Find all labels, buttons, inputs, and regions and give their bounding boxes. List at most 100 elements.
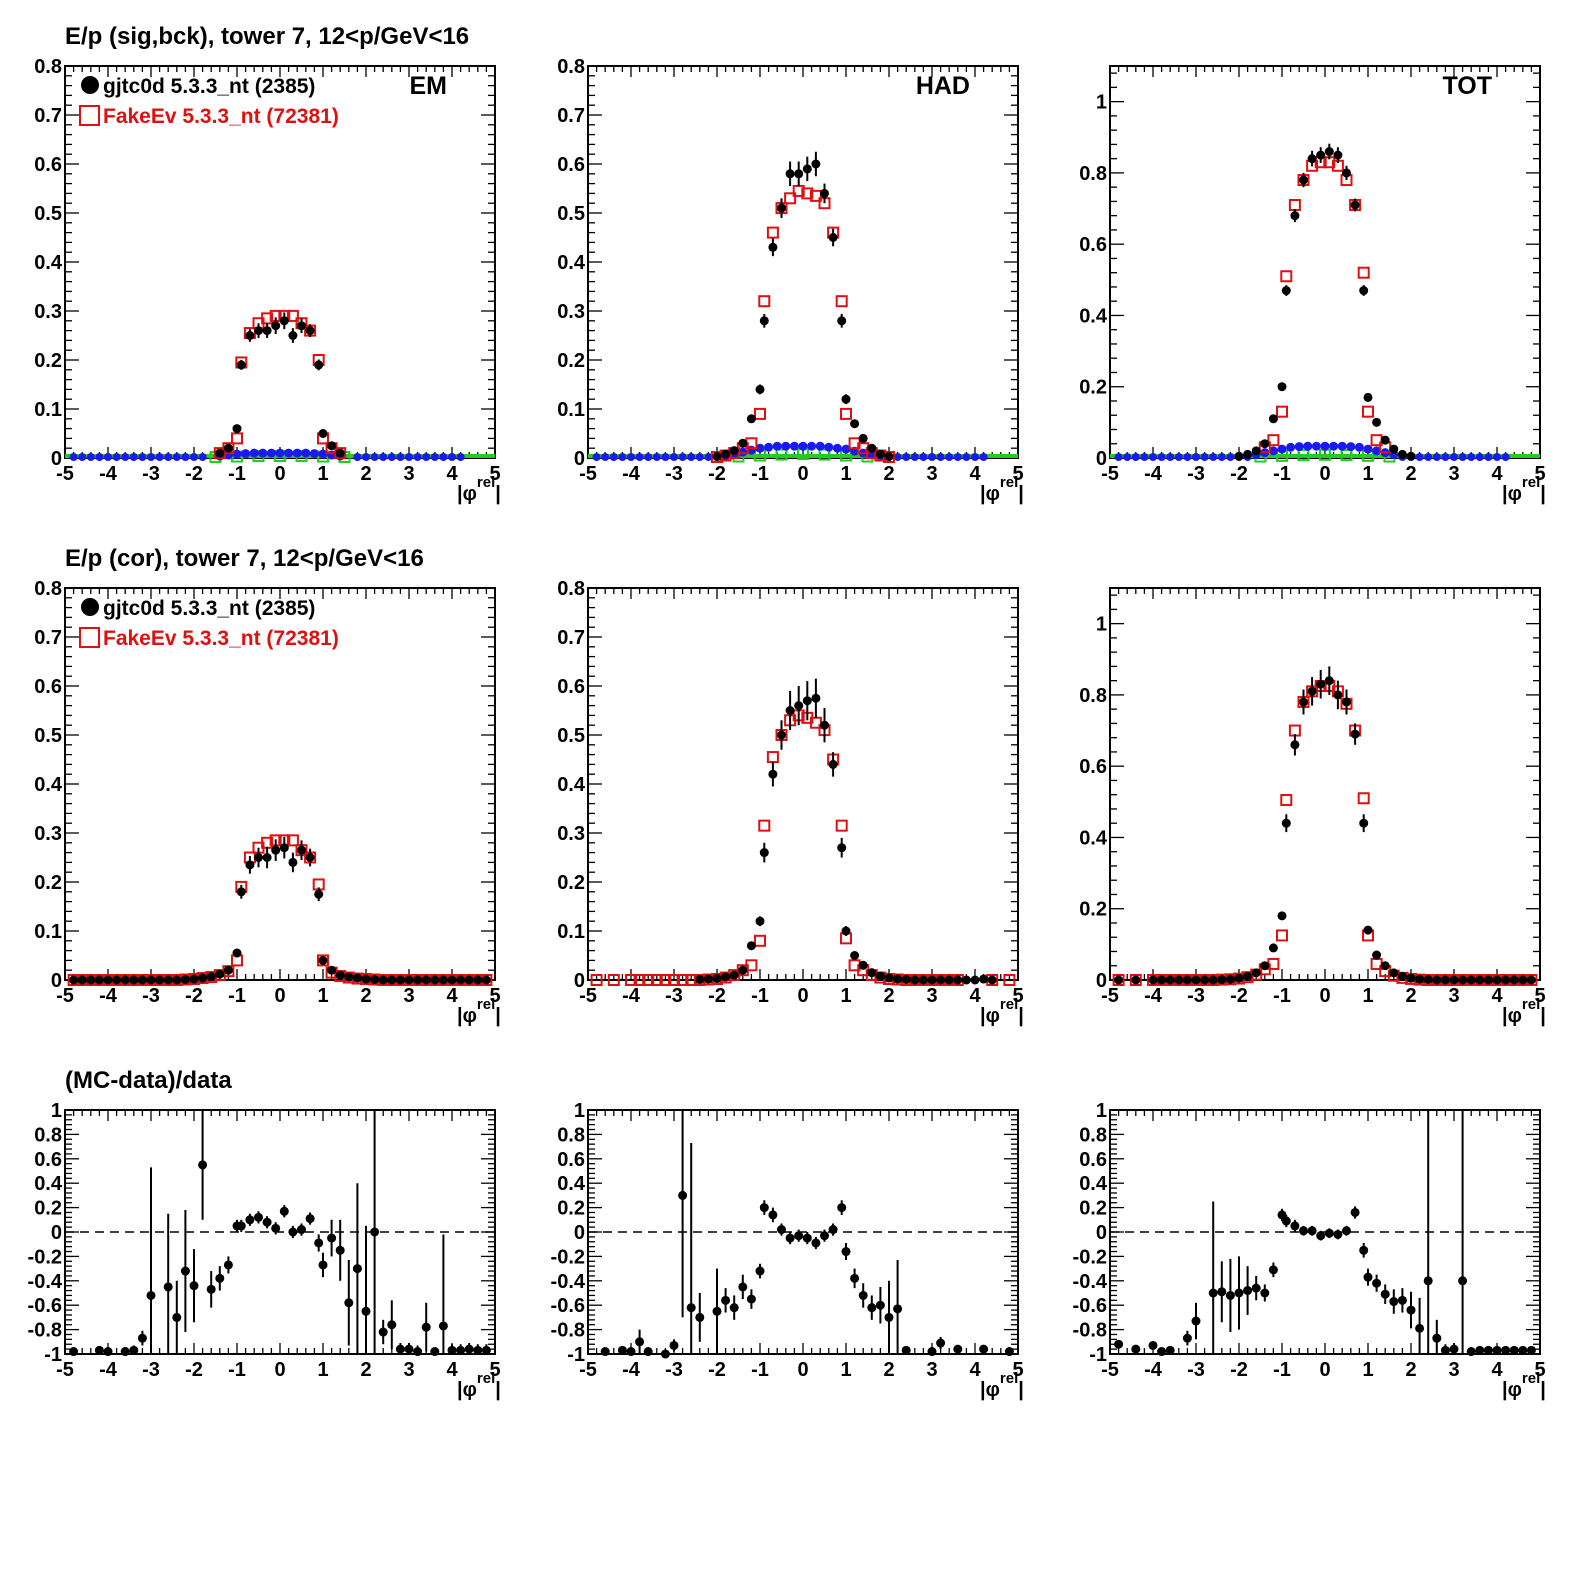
- bck-data-point: [1200, 453, 1209, 461]
- data-point: [327, 1233, 337, 1243]
- y-tick-label: 0.6: [34, 676, 62, 698]
- panel-ratio-em: -5 -4 -3 -2 -1 0 1 2 3 4 5|φrel|-1-0.8-0.6-0.4-0.2…: [28, 1100, 501, 1401]
- data-point: [198, 973, 208, 983]
- data-point: [1268, 414, 1278, 424]
- x-tick-label: 5: [1012, 463, 1023, 485]
- y-tick-label: 0.1: [34, 399, 62, 421]
- bck-data-point: [902, 453, 911, 461]
- data-point: [1131, 975, 1141, 985]
- mc-point: [231, 432, 243, 445]
- data-point: [236, 887, 246, 897]
- mc-point: [1357, 266, 1370, 279]
- y-tick-label: 0.2: [557, 1198, 585, 1220]
- data-point: [223, 1260, 233, 1270]
- data-point: [828, 759, 838, 769]
- data-point: [318, 1260, 328, 1270]
- y-tick-label: -0.2: [551, 1246, 585, 1268]
- panel-ratio-had: -5 -4 -3 -2 -1 0 1 2 3 4 5|φrel|-1-0.8-0.6-0.4-0.2…: [551, 1100, 1024, 1401]
- y-tick-label: -0.6: [551, 1295, 585, 1317]
- plot-frame: [587, 587, 1019, 981]
- x-tick-label: -2: [708, 463, 726, 485]
- y-tick-label: 0.4: [1079, 1173, 1108, 1195]
- data-point: [305, 326, 315, 336]
- data-point: [413, 1347, 423, 1357]
- x-tick-label: 4: [446, 985, 458, 1007]
- y-tick-label: 0.6: [557, 154, 585, 176]
- data-point: [1324, 147, 1334, 157]
- x-axis-label: |φrel|: [1502, 1370, 1546, 1401]
- data-point: [1217, 975, 1227, 985]
- data-point: [1372, 950, 1382, 960]
- data-point: [927, 975, 937, 985]
- plot-frame: [587, 65, 1019, 459]
- x-tick-label: -1: [1273, 985, 1291, 1007]
- bck-data-point: [1424, 453, 1433, 461]
- bck-data-point: [439, 453, 448, 461]
- bck-data-point: [789, 441, 799, 451]
- x-tick-label: 5: [489, 985, 500, 1007]
- panel-cor-em: -5 -4 -3 -2 -1 0 1 2 3 4 5|φrel|00.10.20.30.40.50.…: [34, 578, 501, 1027]
- data-point: [1397, 1295, 1407, 1305]
- data-point: [69, 975, 79, 985]
- data-point: [1234, 1288, 1244, 1298]
- data-point: [279, 316, 289, 326]
- x-tick-label: 5: [489, 463, 500, 485]
- data-point: [1268, 943, 1278, 953]
- x-axis-label-end: |: [1540, 1005, 1546, 1027]
- mc-point: [711, 451, 723, 464]
- x-tick-label: -3: [665, 1359, 683, 1381]
- y-tick-label: 0.6: [557, 676, 585, 698]
- bck-data-point: [1501, 453, 1510, 461]
- data-point: [1363, 392, 1373, 402]
- data-point: [712, 974, 722, 984]
- data-point: [953, 1344, 963, 1354]
- legend-data-label: gjtc0d 5.3.3_nt (2385): [103, 597, 315, 620]
- x-tick-label: 1: [1362, 985, 1373, 1007]
- bck-data-point: [232, 449, 242, 459]
- bck-data-point: [181, 453, 190, 461]
- data-point: [223, 965, 233, 975]
- y-tick-label: 0.6: [557, 1149, 585, 1171]
- data-point: [447, 1345, 457, 1355]
- bck-data-point: [1174, 453, 1183, 461]
- x-axis-label: |φrel|: [1502, 474, 1546, 505]
- x-tick-label: 4: [1491, 1359, 1503, 1381]
- data-point: [1268, 1265, 1278, 1275]
- series-mc: [67, 834, 493, 986]
- bck-data-point: [592, 453, 601, 461]
- data-point: [1333, 1229, 1343, 1239]
- bck-data-point: [1484, 453, 1493, 461]
- x-tick-label: -2: [708, 1359, 726, 1381]
- bck-data-point: [841, 444, 851, 454]
- x-axis-label: |φrel|: [457, 996, 501, 1027]
- data-point: [1492, 1345, 1502, 1355]
- data-point: [1277, 382, 1287, 392]
- data-point: [271, 845, 281, 855]
- mc-point: [642, 974, 655, 986]
- x-tick-label: 1: [840, 463, 851, 485]
- bck-data-point: [190, 453, 198, 461]
- data-point: [746, 414, 756, 424]
- data-point: [600, 1347, 610, 1357]
- data-point: [695, 975, 705, 985]
- y-tick-label: 0.6: [34, 1149, 62, 1171]
- data-point: [1406, 973, 1416, 983]
- data-point: [215, 448, 225, 458]
- data-point: [1372, 417, 1382, 427]
- data-point: [361, 974, 371, 984]
- data-point: [464, 975, 474, 985]
- bck-data-point: [292, 448, 302, 458]
- x-tick-label: -2: [185, 463, 203, 485]
- data-point: [884, 1312, 894, 1322]
- data-point: [94, 975, 104, 985]
- bck-data-point: [919, 453, 928, 461]
- bck-data-point: [379, 453, 388, 461]
- bck-data-point: [1346, 442, 1356, 452]
- data-point: [163, 1282, 173, 1292]
- x-tick-label: 2: [883, 1359, 894, 1381]
- data-point: [1290, 211, 1300, 221]
- corner-label: EM: [410, 72, 448, 100]
- data-point: [1290, 1221, 1300, 1231]
- panel-cor-had: -5 -4 -3 -2 -1 0 1 2 3 4 5|φrel|00.10.20.30.40.50.…: [557, 578, 1024, 1027]
- data-point: [1509, 975, 1519, 985]
